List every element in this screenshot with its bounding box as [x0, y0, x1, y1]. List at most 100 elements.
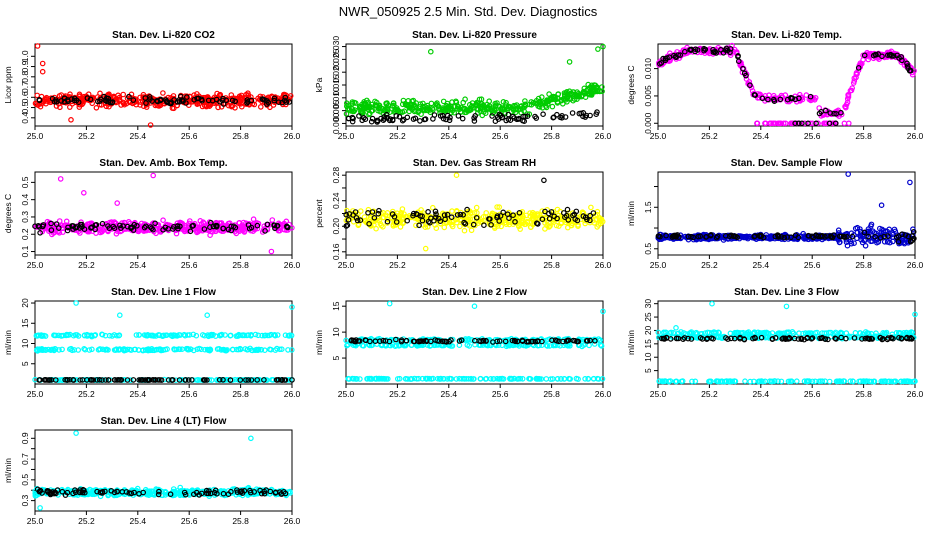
data-point — [382, 338, 389, 344]
data-point — [569, 110, 576, 116]
data-point — [43, 96, 50, 103]
data-point — [426, 106, 432, 112]
x-tick-label: 25.8 — [232, 516, 249, 526]
data-point — [79, 377, 86, 383]
outlier-point — [541, 177, 547, 184]
x-tick-label: 25.6 — [492, 131, 509, 141]
y-tick-label: 0.28 — [331, 167, 341, 184]
data-point — [136, 332, 143, 338]
data-point — [357, 376, 363, 382]
data-point — [549, 376, 556, 382]
data-point — [593, 111, 600, 118]
data-point — [532, 100, 538, 106]
y-axis-label: degrees C — [3, 194, 13, 233]
data-point — [271, 97, 278, 104]
data-point — [93, 105, 100, 111]
data-point — [457, 211, 464, 218]
panel-title: Stan. Dev. Li-820 CO2 — [112, 30, 215, 41]
data-point — [181, 331, 188, 338]
data-point — [453, 208, 460, 215]
data-point — [514, 116, 520, 123]
data-point — [778, 234, 785, 240]
data-point — [99, 226, 106, 233]
y-tick-label: 0.030 — [331, 36, 341, 58]
data-point — [220, 376, 226, 383]
x-tick-label: 25.4 — [753, 389, 770, 399]
data-point — [558, 376, 564, 382]
data-point — [492, 100, 499, 107]
data-point — [488, 222, 494, 228]
data-point — [516, 210, 523, 216]
data-point — [437, 220, 444, 227]
data-point — [74, 224, 80, 230]
data-point — [741, 70, 748, 77]
data-point — [680, 333, 687, 340]
y-tick-label: 25 — [643, 312, 653, 322]
data-point — [228, 227, 235, 234]
data-point — [185, 228, 191, 234]
data-point — [100, 346, 106, 353]
data-point — [186, 332, 193, 338]
data-point — [522, 102, 529, 109]
data-point — [754, 120, 760, 127]
data-point — [91, 332, 98, 339]
x-tick-label: 25.2 — [78, 389, 95, 399]
data-point — [118, 102, 124, 108]
data-point — [759, 95, 766, 102]
data-point — [56, 347, 62, 353]
data-point — [905, 233, 912, 240]
data-point — [737, 335, 743, 342]
data-point — [94, 377, 100, 383]
panel-title: Stan. Dev. Li-820 Pressure — [412, 30, 537, 41]
data-point — [96, 376, 103, 383]
data-point — [881, 239, 888, 245]
x-tick-label: 26.0 — [595, 131, 612, 141]
data-point — [237, 95, 244, 101]
series-individual — [655, 300, 918, 385]
data-point — [378, 375, 385, 382]
data-point — [480, 105, 486, 111]
data-point — [343, 111, 350, 117]
y-tick-label: 20 — [20, 298, 30, 308]
data-point — [899, 231, 905, 238]
data-point — [725, 336, 731, 342]
data-point — [847, 378, 854, 385]
y-tick-label: 0.010 — [331, 87, 341, 109]
data-point — [99, 331, 106, 338]
data-point — [561, 96, 568, 102]
data-point — [123, 347, 129, 354]
data-point — [868, 221, 875, 228]
data-point — [903, 329, 910, 336]
data-point — [804, 378, 810, 384]
data-point — [504, 211, 511, 218]
data-point — [393, 219, 400, 225]
data-point — [266, 346, 273, 353]
data-point — [99, 220, 106, 227]
data-point — [184, 94, 190, 100]
data-point — [827, 110, 834, 116]
data-point — [63, 218, 70, 225]
panel-title: Stan. Dev. Line 1 Flow — [111, 287, 216, 298]
data-point — [503, 117, 510, 124]
data-point — [417, 118, 423, 124]
data-point — [496, 204, 503, 210]
x-tick-label: 25.0 — [27, 260, 44, 270]
data-point — [494, 214, 500, 221]
outlier-point — [427, 48, 434, 55]
outlier-point — [114, 200, 121, 206]
data-point — [825, 336, 831, 343]
data-point — [214, 346, 221, 352]
data-point — [394, 376, 401, 382]
data-point — [105, 377, 112, 383]
data-point — [70, 223, 77, 229]
panel-title: Stan. Dev. Line 4 (LT) Flow — [101, 416, 227, 427]
data-point — [562, 114, 569, 120]
data-point — [240, 219, 247, 226]
data-point — [704, 335, 711, 342]
data-point — [762, 378, 769, 385]
data-point — [272, 347, 279, 353]
data-point — [556, 338, 562, 345]
data-point — [909, 237, 916, 244]
x-tick-label: 25.0 — [650, 131, 667, 141]
